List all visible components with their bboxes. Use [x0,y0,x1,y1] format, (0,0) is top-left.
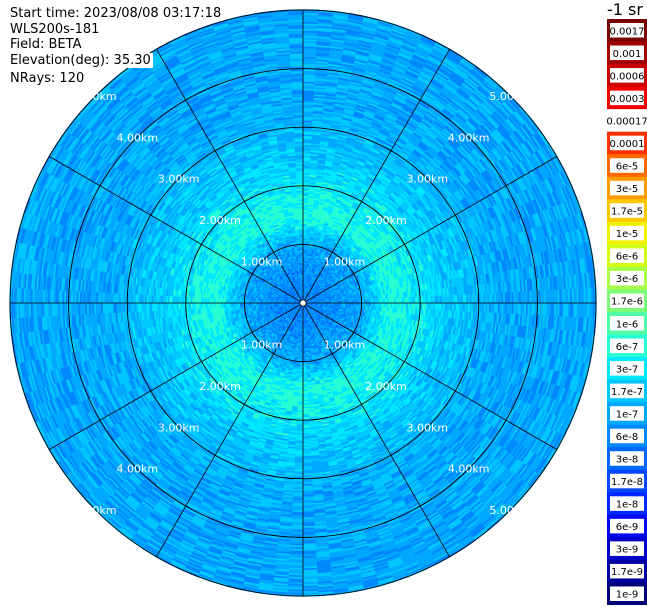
colorbar-label-bg [610,23,644,38]
spoke-line [49,302,304,450]
colorbar-label: 1e-8 [616,500,639,511]
range-label: 2.00km [199,380,241,393]
colorbar-label: 1e-6 [616,319,639,330]
colorbar-label: 0.001 [613,49,642,60]
colorbar-label-bg [610,338,644,354]
colorbar-label: 1e-7 [616,409,639,420]
colorbar-label-bg [610,428,644,444]
colorbar-label-bg [610,158,644,173]
colorbar-label: 3e-9 [616,545,639,556]
range-label: 5.00km [75,90,117,103]
range-grid [9,9,597,597]
colorbar-label-bg [610,135,644,151]
colorbar-label: 6e-9 [616,522,639,533]
colorbar: 0.0017 0.001 0.0006 0.0003 0.00017 0.0001 6e-5… [607,19,647,605]
range-labels: 1.00km 1.00km 1.00km 1.00km 2.00km 2.00km 2.00… [75,90,531,517]
colorbar-label-bg [610,518,644,534]
range-ring [243,243,363,363]
colorbar-label-bg [610,541,644,556]
spoke-line [302,302,557,450]
colorbar-label-bg [610,496,644,511]
spoke-line [302,302,450,557]
colorbar-label-bg [610,45,644,61]
colorbar-label: 0.0003 [610,94,645,105]
range-label: 3.00km [407,421,449,434]
colorbar-label-bg [610,180,644,196]
range-label: 3.00km [158,173,200,186]
field-label: Field: BETA [10,37,84,52]
start-time-label: Start time: 2023/08/08 03:17:18 [10,6,224,21]
colorbar-label: 1.7e-9 [611,567,643,578]
range-ring [9,9,597,597]
colorbar-label-bg [610,270,644,286]
colorbar-label: 1.7e-6 [611,297,643,308]
range-ring [68,68,538,538]
range-ring [126,126,480,480]
colorbar-label: 6e-6 [616,252,639,263]
colorbar-label-bg [610,248,644,263]
colorbar-label-bg [610,361,644,376]
colorbar-label-bg [610,563,644,579]
colorbar-label-bg [610,225,644,241]
range-label: 3.00km [158,421,200,434]
range-label: 2.00km [365,214,407,227]
origin-marker [299,299,307,307]
colorbar-label: 1.7e-5 [611,207,643,218]
colorbar-label: 6e-8 [616,432,639,443]
range-label: 2.00km [365,380,407,393]
range-label: 5.00km [489,90,531,103]
colorbar-label-bg [610,383,644,399]
range-label: 3.00km [407,173,449,186]
ppi-plot: 1.00km 1.00km 1.00km 1.00km 2.00km 2.00km 2.00… [9,9,597,597]
range-label: 4.00km [448,463,490,476]
colorbar-label: 1.7e-8 [611,477,643,488]
spoke-line [302,156,557,304]
colorbar-label-bg [610,473,644,489]
colorbar-label: 3e-8 [616,455,639,466]
colorbar-label: 3e-7 [616,364,639,375]
nrays-label: NRays: 120 [10,71,87,86]
elevation-label: Elevation(deg): 35.30 [10,53,153,68]
colorbar-label: 3e-5 [616,184,639,195]
colorbar-label: 0.0017 [610,26,645,37]
spoke-line [49,156,304,304]
colorbar-unit: -1 sr [607,0,643,19]
range-label: 2.00km [199,214,241,227]
colorbar-label-bg [610,68,644,83]
colorbar-label: 1.7e-7 [611,387,643,398]
colorbar-label-bg [610,113,644,128]
device-label: WLS200s-181 [10,22,102,37]
spoke-line [156,49,304,304]
colorbar-label: 0.0001 [610,139,645,150]
range-label: 1.00km [324,256,366,269]
colorbar-label-bg [610,203,644,218]
range-label: 5.00km [75,504,117,517]
colorbar-label: 6e-5 [616,162,639,173]
range-label: 1.00km [324,338,366,351]
colorbar-label: 0.00017 [607,116,647,127]
colorbar-label: 1e-9 [616,590,639,601]
colorbar-label-bg [610,406,644,421]
range-label: 5.00km [489,504,531,517]
colorbar-label-bg [610,586,644,601]
range-label: 4.00km [117,131,159,144]
colorbar-label: 1e-5 [616,229,639,240]
range-ring [185,185,421,421]
colorbar-label: 0.0006 [610,71,645,82]
colorbar-label: 3e-6 [616,274,639,285]
range-label: 4.00km [448,131,490,144]
spoke-line [156,302,304,557]
colorbar-label-bg [610,316,644,331]
colorbar-label-bg [610,90,644,106]
range-label: 1.00km [241,338,283,351]
colorbar-label-bg [610,293,644,308]
colorbar-label-bg [610,451,644,466]
colorbar-label: 6e-7 [616,342,639,353]
spoke-line [302,49,450,304]
range-label: 1.00km [241,256,283,269]
range-label: 4.00km [117,463,159,476]
